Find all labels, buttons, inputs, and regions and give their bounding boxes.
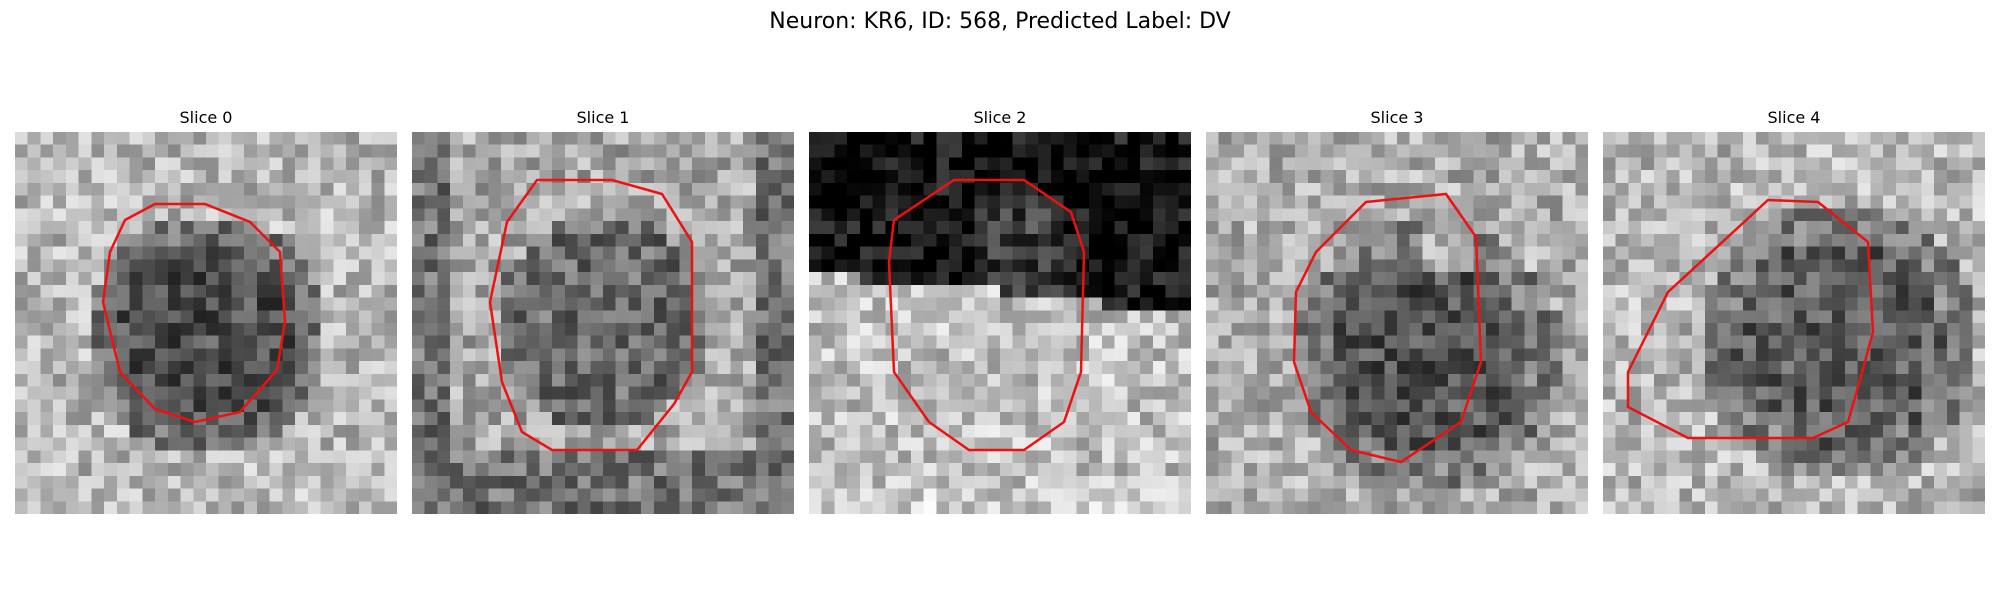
roi-outline-4 [1626,198,1875,440]
slice-panel-1: Slice 1 [412,108,794,514]
slice-panel-3: Slice 3 [1206,108,1588,514]
slice-title-0: Slice 0 [179,108,233,127]
slice-panel-2: Slice 2 [809,108,1191,514]
slice-title-2: Slice 2 [973,108,1027,127]
roi-outline-2 [887,178,1086,452]
roi-outline-0 [101,202,287,424]
roi-outline-1 [488,178,694,452]
slice-image-1 [412,132,794,514]
slice-image-2 [809,132,1191,514]
slice-title-3: Slice 3 [1370,108,1424,127]
slice-panel-4: Slice 4 [1603,108,1985,514]
slice-image-4 [1603,132,1985,514]
roi-outline-3 [1292,192,1483,464]
slice-panel-0: Slice 0 [15,108,397,514]
slice-image-3 [1206,132,1588,514]
figure-title: Neuron: KR6, ID: 568, Predicted Label: D… [769,9,1231,34]
slice-title-4: Slice 4 [1767,108,1821,127]
slice-image-0 [15,132,397,514]
slice-title-1: Slice 1 [576,108,630,127]
